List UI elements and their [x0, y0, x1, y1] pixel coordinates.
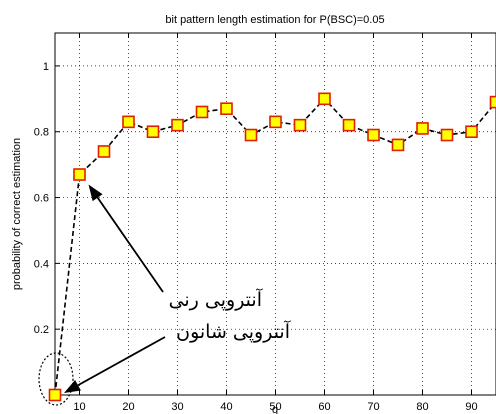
- data-point: [342, 118, 356, 132]
- data-point: [220, 102, 233, 115]
- data-point: [465, 125, 478, 139]
- x-tick-labels: 10 20 30 40 50 60 70 80 90: [73, 401, 477, 413]
- shannon-highlight-ellipse: [38, 352, 74, 406]
- data-point: [48, 388, 62, 402]
- data-point: [391, 138, 405, 152]
- arrow-shannon-shaft: [77, 336, 166, 387]
- data-point: [73, 168, 86, 181]
- data-point: [489, 95, 496, 109]
- chart-title: bit pattern length estimation for P(BSC)…: [165, 14, 384, 26]
- data-point: [171, 118, 184, 132]
- y-axis-label: probability of correct estimation: [11, 138, 23, 290]
- arrow-renyi-shaft: [96, 197, 164, 293]
- x-tick-label: 30: [171, 401, 183, 413]
- data-point: [97, 145, 111, 158]
- plot-frame: [54, 32, 496, 396]
- grid: [55, 33, 496, 395]
- annotation-renyi: آنتروپی رنی: [169, 287, 263, 311]
- y-tick-label: 0.2: [34, 324, 49, 336]
- arrow-shannon-head: [64, 379, 81, 393]
- y-tick-label: 1: [43, 61, 49, 73]
- x-tick-label: 20: [122, 401, 134, 413]
- series-line: [54, 97, 496, 396]
- data-point: [122, 115, 135, 129]
- x-tick-label: 70: [367, 401, 379, 413]
- data-point: [269, 115, 282, 129]
- data-point: [293, 118, 307, 132]
- y-tick-label: 0.6: [34, 193, 49, 205]
- x-tick-label: 90: [465, 401, 477, 413]
- data-point: [244, 128, 258, 142]
- annotation-shannon: آنتروپی شانون: [176, 319, 291, 343]
- y-tick-labels: 0.2 0.4 0.6 0.8 1: [34, 61, 49, 336]
- y-tick-label: 0.4: [34, 258, 49, 270]
- data-point: [195, 105, 209, 119]
- data-point: [416, 122, 429, 135]
- x-tick-label: 80: [416, 401, 428, 413]
- data-point: [440, 128, 454, 142]
- x-tick-label: 10: [73, 401, 85, 413]
- data-point: [318, 92, 331, 106]
- x-tick-label: 40: [220, 401, 232, 413]
- x-tick-label: 50: [269, 401, 281, 413]
- x-axis-label: g: [272, 404, 278, 414]
- markers: [48, 92, 496, 402]
- ticks: [55, 33, 472, 395]
- data-point: [146, 125, 160, 139]
- x-tick-label: 60: [318, 401, 330, 413]
- y-tick-label: 0.8: [34, 127, 49, 139]
- annotation-arrows: [64, 184, 166, 393]
- arrow-renyi-head: [88, 184, 103, 202]
- data-point: [367, 128, 380, 142]
